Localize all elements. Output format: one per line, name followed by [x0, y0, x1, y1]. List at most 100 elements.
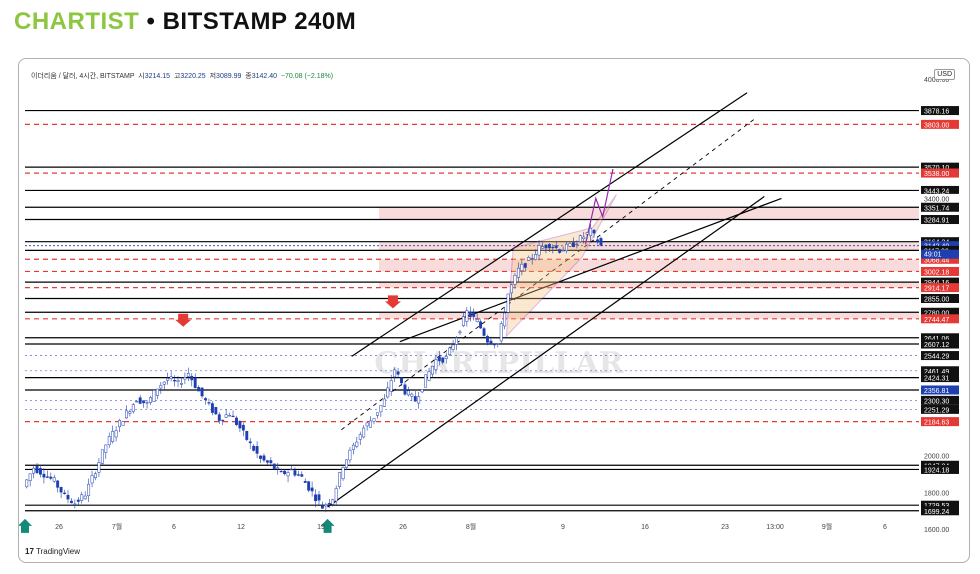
- price-tag-bg-6: [921, 193, 959, 203]
- candle-body: [345, 459, 348, 468]
- price-tag-29: 1924.18: [924, 467, 949, 474]
- candle-body: [286, 472, 290, 477]
- legend-high-label: 고: [173, 73, 181, 80]
- candle-body: [104, 444, 108, 453]
- candle-body: [499, 323, 503, 342]
- price-tag-6: 3400.00: [924, 196, 949, 203]
- candle-body: [173, 379, 177, 382]
- candle-body: [589, 228, 593, 236]
- candle-body: [475, 319, 479, 322]
- candle-body: [90, 475, 94, 484]
- candle-body: [276, 467, 280, 469]
- candle-body: [362, 427, 366, 438]
- candle-body: [52, 477, 56, 482]
- candle-body: [204, 398, 207, 401]
- y-tick-1: 1800.00: [924, 490, 949, 497]
- tradingview-logo[interactable]: 17 TradingView: [25, 547, 80, 556]
- candle-body: [207, 402, 211, 404]
- candle-body: [458, 331, 462, 334]
- candle-body: [128, 411, 132, 414]
- channel-lower-line: [327, 196, 765, 508]
- candle-body: [424, 374, 428, 388]
- candle-body: [303, 480, 307, 483]
- x-tick-2: 6: [172, 524, 176, 531]
- candle-body: [279, 470, 283, 473]
- candle-body: [121, 421, 125, 426]
- resistance-zone-2: [379, 282, 919, 288]
- candle-body: [565, 243, 569, 251]
- candle-body: [262, 455, 266, 461]
- channel-upper-line: [351, 92, 748, 357]
- price-tag-12: 3068.44: [924, 257, 949, 264]
- price-tag-22: 2461.49: [924, 369, 949, 376]
- arrow-up-icon: [19, 518, 32, 533]
- candle-body: [472, 312, 476, 317]
- price-tag-bg-5: [921, 185, 959, 195]
- candle-body: [176, 380, 180, 382]
- chart-title: BITSTAMP 240M: [162, 8, 357, 35]
- candle-body: [468, 311, 472, 318]
- legend-open-label: 시: [138, 73, 145, 80]
- candle-body: [186, 373, 190, 377]
- candle-body: [80, 494, 84, 501]
- candle-body: [190, 375, 194, 381]
- candle-body: [28, 473, 32, 481]
- price-tag-bg-17: [921, 307, 959, 317]
- x-tick-9: 23: [721, 524, 729, 531]
- candle-body: [94, 473, 97, 479]
- ohlc-legend: 이더리움 / 달러, 4시간, BITSTAMP 시3214.15 고3220.…: [31, 71, 333, 81]
- price-tag-23: 2424.31: [924, 376, 949, 383]
- candle-body: [272, 463, 276, 469]
- candle-body: [575, 243, 579, 246]
- countdown-bg: [921, 249, 959, 259]
- candle-body: [155, 388, 159, 396]
- candle-body: [358, 434, 362, 440]
- candle-body: [221, 419, 225, 422]
- candle-body: [169, 376, 173, 379]
- candle-body: [492, 343, 496, 346]
- price-tag-bg-27: [921, 417, 959, 427]
- candle-body: [355, 441, 359, 447]
- x-tick-6: 8월: [466, 522, 476, 531]
- candle-body: [255, 446, 259, 454]
- y-tick-top: 4000.00: [924, 77, 949, 84]
- candle-body: [403, 384, 407, 395]
- price-tag-bg-4: [921, 168, 959, 178]
- candle-body: [465, 310, 469, 322]
- candle-body: [561, 250, 565, 252]
- candle-body: [410, 393, 414, 397]
- candle-body: [341, 467, 345, 480]
- candle-body: [265, 460, 269, 463]
- candle-body: [35, 466, 39, 473]
- x-tick-11: 9월: [822, 522, 832, 531]
- price-tag-bg-10: [921, 241, 959, 251]
- candle-body: [513, 274, 517, 285]
- currency-label[interactable]: USD: [934, 69, 955, 80]
- candle-body: [100, 449, 104, 464]
- candle-body: [228, 415, 232, 417]
- candle-body: [214, 407, 218, 415]
- price-tag-bg-21: [921, 351, 959, 361]
- price-tag-bg-13: [921, 266, 959, 276]
- price-tag-26: 2251.29: [924, 407, 949, 414]
- candle-body: [224, 414, 228, 418]
- legend-close-label: 종: [245, 73, 252, 80]
- candle-body: [523, 263, 527, 268]
- candle-body: [348, 449, 352, 461]
- candle-body: [180, 383, 183, 385]
- x-tick-8: 16: [641, 524, 649, 531]
- x-tick-10: 13:00: [766, 524, 784, 531]
- tradingview-mark-icon: 17: [25, 547, 34, 556]
- candle-body: [427, 371, 431, 381]
- price-chart[interactable]: CHARTPILLAR3878.163803.003570.103538.003…: [19, 59, 969, 562]
- candle-body: [73, 503, 77, 505]
- candle-body: [444, 356, 448, 360]
- price-tag-31: 1699.24: [924, 509, 949, 516]
- candle-body: [534, 254, 538, 260]
- candle-body: [238, 421, 242, 429]
- price-tag-21: 2544.29: [924, 354, 949, 361]
- resistance-zone-4: [379, 259, 919, 272]
- candle-body: [551, 246, 555, 249]
- candle-body: [351, 444, 355, 450]
- candle-body: [434, 359, 438, 370]
